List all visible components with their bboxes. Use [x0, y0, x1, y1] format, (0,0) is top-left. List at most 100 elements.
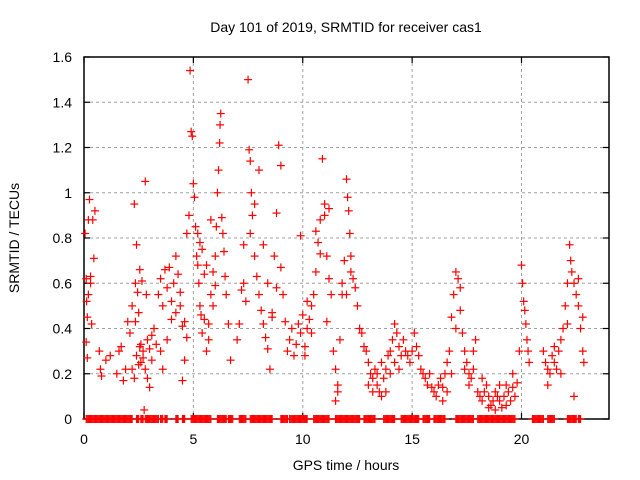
data-point [576, 324, 585, 333]
data-point [515, 347, 524, 356]
x-tick-labels: 0 5 10 15 20 [80, 431, 529, 447]
data-point [123, 317, 132, 326]
data-point [342, 175, 351, 184]
data-point [115, 347, 123, 356]
data-point [320, 211, 329, 220]
data-point [495, 381, 504, 390]
y-tick-label: 0.6 [53, 275, 73, 291]
data-point [133, 288, 142, 297]
data-point [307, 301, 316, 310]
data-point [176, 288, 185, 297]
data-point [202, 347, 211, 356]
data-point [545, 369, 554, 378]
data-point [167, 315, 176, 324]
data-point [314, 238, 323, 247]
data-point [130, 200, 139, 209]
data-point [156, 347, 165, 356]
data-point [178, 376, 187, 385]
data-point [430, 387, 438, 396]
data-point [272, 283, 281, 292]
data-point [167, 297, 176, 306]
data-point [381, 387, 390, 396]
data-point [543, 381, 552, 390]
data-point [395, 342, 403, 351]
data-point [432, 392, 441, 401]
data-point [125, 329, 134, 338]
data-point [491, 405, 500, 414]
y-axis-label: SRMTID / TECUs [6, 183, 22, 293]
data-point [427, 383, 436, 392]
data-point [342, 290, 351, 299]
data-point [128, 301, 137, 310]
data-point [117, 342, 126, 351]
data-point [178, 322, 187, 331]
data-point [552, 365, 561, 374]
data-point [436, 374, 445, 383]
data-point [188, 132, 197, 141]
data-point [565, 240, 574, 249]
data-point [451, 267, 460, 276]
data-point [360, 342, 368, 351]
data-point [469, 347, 478, 356]
data-point [379, 374, 388, 383]
data-point [106, 351, 115, 360]
data-point [384, 351, 393, 360]
data-point [211, 252, 220, 261]
data-point [410, 329, 419, 338]
data-point [135, 265, 144, 274]
data-point [353, 301, 362, 310]
data-point [504, 387, 513, 396]
data-point [412, 342, 421, 351]
data-point [200, 315, 209, 324]
data-point [192, 252, 201, 261]
data-point [268, 308, 277, 317]
x-tick-label: 0 [80, 431, 88, 447]
data-point [500, 392, 508, 401]
data-point [86, 279, 95, 288]
y-tick-label: 0.2 [53, 366, 73, 382]
data-point [508, 369, 517, 378]
data-point [465, 381, 473, 390]
data-point [443, 387, 452, 396]
data-point [83, 353, 92, 362]
data-point [578, 313, 587, 322]
data-point [147, 356, 156, 365]
data-point [388, 335, 397, 344]
data-point [355, 324, 364, 333]
data-point [556, 335, 565, 344]
data-point [136, 340, 145, 349]
data-point [221, 272, 230, 281]
data-point [119, 376, 128, 385]
data-point [362, 347, 371, 356]
data-point [246, 229, 255, 238]
data-point [482, 381, 491, 390]
data-point [325, 204, 333, 213]
data-point [343, 193, 352, 202]
data-point [566, 256, 575, 265]
data-point [408, 347, 417, 356]
data-point [460, 365, 469, 374]
data-point [83, 313, 92, 322]
data-point [255, 166, 263, 175]
data-point [434, 381, 443, 390]
data-point [325, 274, 333, 283]
data-point [377, 358, 386, 367]
data-point [84, 290, 93, 299]
data-point [140, 405, 149, 414]
data-point [373, 369, 382, 378]
data-point [245, 145, 254, 154]
data-point [484, 403, 493, 412]
data-point [220, 247, 228, 256]
data-point [311, 267, 320, 276]
data-point [460, 347, 469, 356]
data-point [570, 279, 578, 288]
data-point [185, 211, 193, 220]
data-point [318, 154, 327, 163]
data-point [216, 120, 225, 129]
data-point [283, 347, 292, 356]
data-point [216, 109, 225, 118]
data-point [519, 297, 528, 306]
data-point [386, 347, 395, 356]
data-point [478, 396, 487, 405]
data-point [559, 324, 568, 333]
